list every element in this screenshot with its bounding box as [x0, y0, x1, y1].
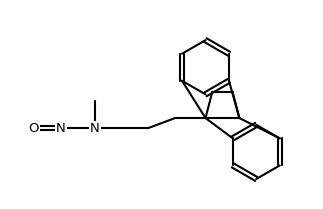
Text: N: N	[90, 122, 100, 135]
Text: O: O	[29, 122, 39, 135]
Text: N: N	[56, 122, 66, 135]
